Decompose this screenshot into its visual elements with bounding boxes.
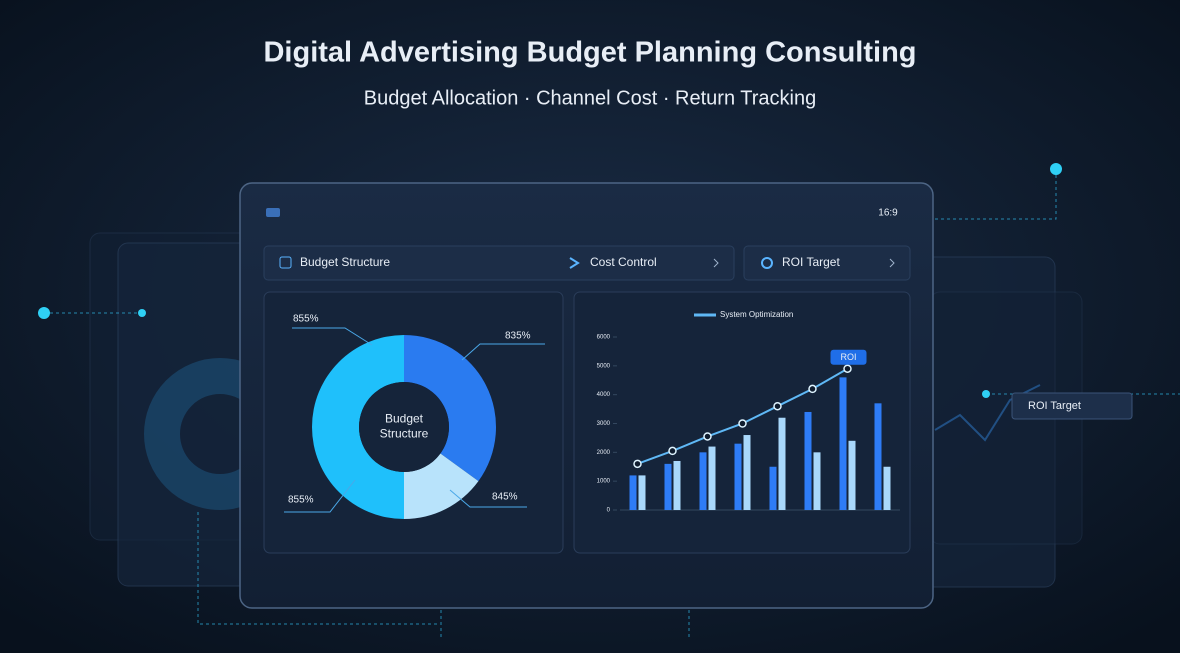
donut-annotation: 835% <box>505 331 531 342</box>
bar <box>673 460 681 510</box>
bar <box>813 452 821 510</box>
tab-icon <box>761 257 773 269</box>
y-tick-label: 0 <box>607 508 611 514</box>
line-point <box>773 401 782 411</box>
bar <box>848 440 856 510</box>
tab-bar[interactable] <box>263 245 735 281</box>
donut-annotation: 855% <box>288 495 314 506</box>
donut-segment <box>404 453 479 519</box>
line-point <box>843 364 852 373</box>
bar <box>629 475 637 510</box>
bar <box>769 466 777 510</box>
line-point <box>668 446 677 456</box>
callout-box <box>830 349 867 365</box>
y-tick-label: 6000 <box>597 335 611 341</box>
app-icon <box>266 208 280 217</box>
tab-label[interactable]: Budget Structure <box>300 255 390 269</box>
legend-label: System Optimization <box>720 310 793 319</box>
bar <box>839 377 847 510</box>
leader-lines <box>284 327 545 513</box>
y-tick-label: 1000 <box>597 479 611 485</box>
tab-icon <box>569 257 580 269</box>
y-tick-label: 4000 <box>597 392 611 398</box>
page-title: Digital Advertising Budget Planning Cons… <box>263 37 916 69</box>
bar <box>874 403 882 510</box>
clock: 16:9 <box>878 208 898 219</box>
donut-annotation: 845% <box>492 492 518 503</box>
y-tick-label: 5000 <box>597 363 611 369</box>
tab-icon <box>279 256 292 269</box>
callout-label: ROI <box>840 352 856 362</box>
floating-card <box>1011 392 1133 420</box>
bar-chart: 0 1000 2000 3000 4000 5000 6000 System Optimiza… <box>597 310 900 514</box>
bar <box>664 463 672 510</box>
y-tick-label: 3000 <box>597 421 611 427</box>
line-point <box>703 432 712 441</box>
tab[interactable] <box>743 245 911 281</box>
chevron <box>713 258 719 268</box>
page-subtitle: Budget Allocation · Channel Cost · Retur… <box>364 87 816 109</box>
bar <box>778 417 786 510</box>
donut-center-label: Budget Structure <box>380 412 429 441</box>
donut-segment <box>404 335 496 482</box>
bar <box>734 443 742 510</box>
bar <box>699 452 707 510</box>
bar <box>743 435 751 510</box>
donut-annotation: 855% <box>293 314 319 325</box>
bar <box>804 411 812 510</box>
donut-chart: Budget Structure <box>312 335 496 519</box>
donut-segment <box>312 335 404 519</box>
line-point <box>738 419 747 428</box>
line-point <box>633 459 642 469</box>
donut-hole <box>359 382 449 472</box>
y-tick-label: 2000 <box>597 450 611 456</box>
bar <box>638 475 646 510</box>
bar <box>883 466 891 510</box>
chevron <box>889 258 895 268</box>
tab-label[interactable]: Cost Control <box>590 255 657 269</box>
tab-label[interactable]: ROI Target <box>782 255 840 269</box>
line-point <box>808 384 817 394</box>
floating-label: ROI Target <box>1028 400 1081 412</box>
bar <box>708 446 716 510</box>
